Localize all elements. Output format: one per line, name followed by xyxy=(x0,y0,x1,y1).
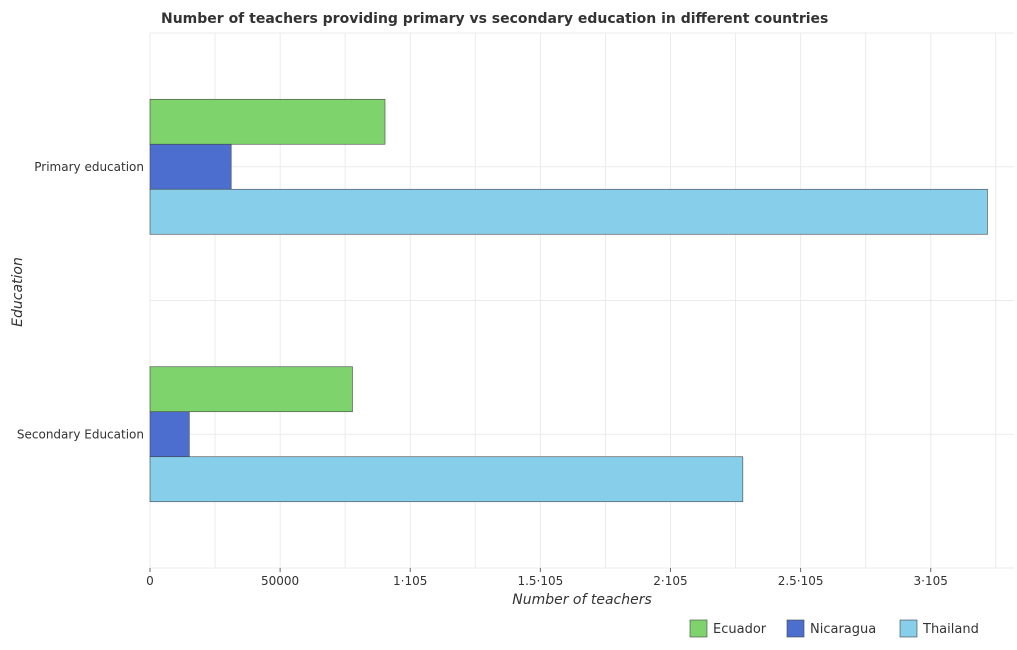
x-tick-label: 0 xyxy=(146,574,154,588)
x-tick-label: 3·105 xyxy=(914,574,948,588)
x-tick-label: 50000 xyxy=(261,574,299,588)
x-tick-label: 2·105 xyxy=(653,574,687,588)
bar-nicaragua-secondary xyxy=(149,411,190,458)
legend-swatch-nicaragua xyxy=(786,619,805,638)
legend-swatch-ecuador xyxy=(689,619,708,638)
legend-label-nicaragua: Nicaragua xyxy=(810,622,876,637)
x-tick-label: 1·105 xyxy=(393,574,427,588)
category-label: Secondary Education xyxy=(17,427,144,441)
legend-label-ecuador: Ecuador xyxy=(713,622,767,637)
bars xyxy=(149,98,988,503)
y-axis-categories: Primary education Secondary Education xyxy=(17,160,144,442)
grid xyxy=(149,32,1014,569)
chart-title: Number of teachers providing primary vs … xyxy=(161,11,828,27)
category-label: Primary education xyxy=(34,160,144,174)
x-axis-label: Number of teachers xyxy=(512,592,652,608)
legend: Ecuador Nicaragua Thailand xyxy=(689,619,979,638)
legend-swatch-thailand xyxy=(899,619,918,638)
bar-thailand-primary xyxy=(149,188,988,235)
bar-ecuador-secondary xyxy=(149,366,353,413)
legend-label-thailand: Thailand xyxy=(922,622,979,637)
bar-ecuador-primary xyxy=(149,98,386,145)
x-tick-label: 2.5·105 xyxy=(778,574,824,588)
x-axis-ticks: 0 50000 1·105 1.5·105 2·105 2.5·105 3·105 xyxy=(146,568,948,588)
x-tick-label: 1.5·105 xyxy=(517,574,563,588)
bar-nicaragua-primary xyxy=(149,143,232,190)
bar-thailand-secondary xyxy=(149,456,744,503)
y-axis-label: Education xyxy=(10,257,26,327)
